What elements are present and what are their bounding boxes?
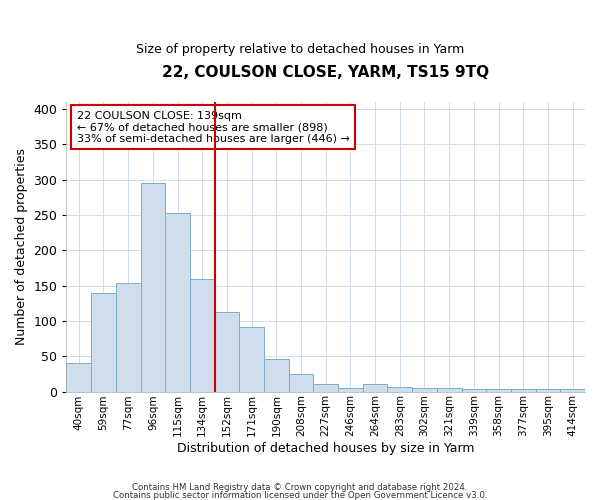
Text: Size of property relative to detached houses in Yarm: Size of property relative to detached ho… bbox=[136, 42, 464, 56]
Bar bbox=[264, 359, 289, 392]
Bar bbox=[511, 390, 536, 392]
Bar bbox=[338, 388, 363, 392]
Bar bbox=[412, 388, 437, 392]
Bar bbox=[560, 390, 585, 392]
Title: 22, COULSON CLOSE, YARM, TS15 9TQ: 22, COULSON CLOSE, YARM, TS15 9TQ bbox=[162, 65, 489, 80]
Bar bbox=[289, 374, 313, 392]
Bar bbox=[363, 384, 388, 392]
Bar bbox=[165, 213, 190, 392]
Bar bbox=[239, 328, 264, 392]
Bar bbox=[313, 384, 338, 392]
Bar bbox=[388, 386, 412, 392]
Bar bbox=[190, 278, 215, 392]
Bar bbox=[140, 183, 165, 392]
Bar bbox=[437, 388, 461, 392]
X-axis label: Distribution of detached houses by size in Yarm: Distribution of detached houses by size … bbox=[177, 442, 475, 455]
Bar bbox=[116, 284, 140, 392]
Bar bbox=[67, 364, 91, 392]
Bar bbox=[461, 390, 486, 392]
Bar bbox=[486, 390, 511, 392]
Bar bbox=[536, 390, 560, 392]
Text: 22 COULSON CLOSE: 139sqm
← 67% of detached houses are smaller (898)
33% of semi-: 22 COULSON CLOSE: 139sqm ← 67% of detach… bbox=[77, 110, 350, 144]
Text: Contains public sector information licensed under the Open Government Licence v3: Contains public sector information licen… bbox=[113, 490, 487, 500]
Bar bbox=[91, 292, 116, 392]
Text: Contains HM Land Registry data © Crown copyright and database right 2024.: Contains HM Land Registry data © Crown c… bbox=[132, 484, 468, 492]
Y-axis label: Number of detached properties: Number of detached properties bbox=[15, 148, 28, 346]
Bar bbox=[215, 312, 239, 392]
